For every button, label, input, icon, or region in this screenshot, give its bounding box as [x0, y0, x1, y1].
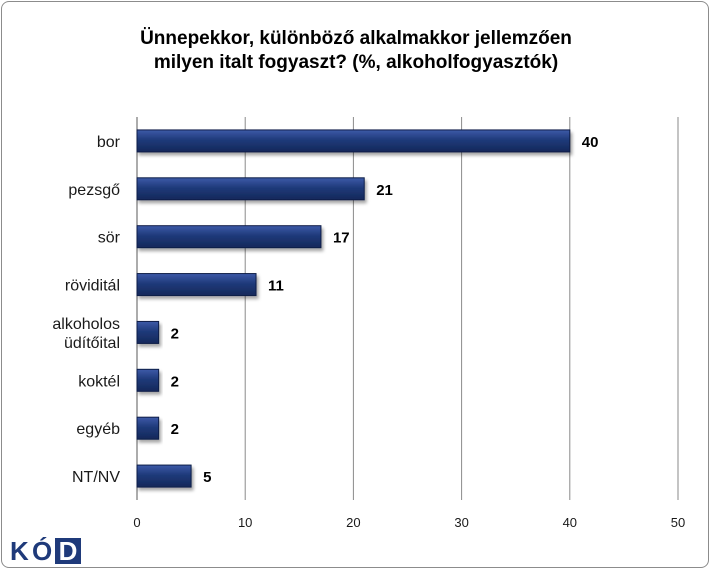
data-label: 2 [171, 325, 179, 342]
logo-letter: D [59, 536, 78, 566]
bar [136, 129, 571, 153]
category-label: üdítőital [64, 335, 120, 352]
bar [136, 416, 160, 440]
category-label: bor [97, 134, 121, 151]
x-tick-label: 10 [238, 515, 252, 530]
data-label: 5 [203, 469, 211, 486]
data-label: 2 [171, 373, 179, 390]
bar [136, 177, 365, 201]
category-label: pezsgő [68, 182, 120, 199]
logo-box [55, 538, 81, 564]
category-label: röviditál [65, 278, 120, 295]
x-tick-label: 40 [563, 515, 577, 530]
chart-title-line-1: Ünnepekkor, különböző alkalmakkor jellem… [140, 28, 572, 49]
category-label: egyéb [76, 421, 120, 438]
x-tick-label: 0 [133, 515, 140, 530]
x-tick-label: 50 [671, 515, 685, 530]
data-label: 11 [268, 278, 284, 295]
chart-title-line-2: milyen italt fogyaszt? (%, alkoholfogyas… [153, 52, 559, 73]
logo-letter: Ó [32, 536, 52, 566]
bar [136, 225, 322, 249]
logo-letter: K [10, 536, 29, 566]
bar [136, 320, 160, 344]
x-tick-label: 20 [346, 515, 360, 530]
data-label: 40 [582, 134, 599, 151]
bar [136, 368, 160, 392]
category-label: NT/NV [72, 469, 120, 486]
category-label: koktél [78, 373, 120, 390]
data-label: 17 [333, 230, 350, 247]
bar [136, 273, 257, 297]
data-label: 2 [171, 421, 179, 438]
category-label: sör [98, 230, 121, 247]
category-label: alkoholos [52, 316, 120, 333]
x-tick-label: 30 [454, 515, 468, 530]
data-label: 21 [376, 182, 393, 199]
bar [136, 464, 192, 488]
